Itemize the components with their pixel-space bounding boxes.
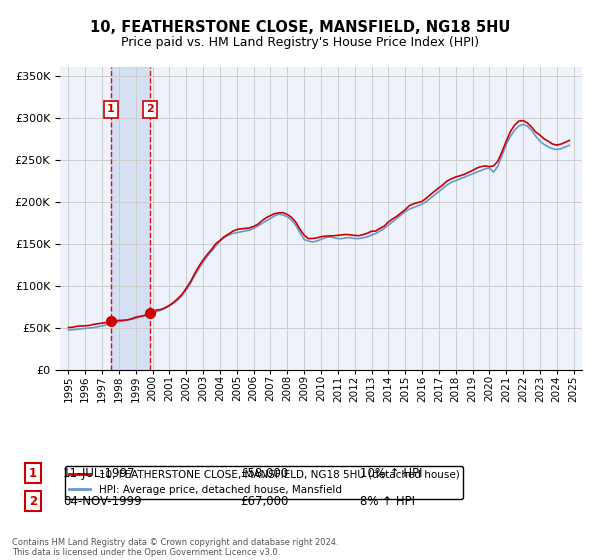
Text: 10% ↑ HPI: 10% ↑ HPI bbox=[360, 466, 422, 480]
Text: 1: 1 bbox=[107, 104, 115, 114]
Text: £58,000: £58,000 bbox=[240, 466, 288, 480]
Text: Price paid vs. HM Land Registry's House Price Index (HPI): Price paid vs. HM Land Registry's House … bbox=[121, 36, 479, 49]
Text: 10, FEATHERSTONE CLOSE, MANSFIELD, NG18 5HU: 10, FEATHERSTONE CLOSE, MANSFIELD, NG18 … bbox=[90, 20, 510, 35]
Text: 8% ↑ HPI: 8% ↑ HPI bbox=[360, 494, 415, 508]
Bar bbox=[111, 67, 150, 370]
Legend: 10, FEATHERSTONE CLOSE, MANSFIELD, NG18 5HU (detached house), HPI: Average price: 10, FEATHERSTONE CLOSE, MANSFIELD, NG18 … bbox=[65, 465, 463, 499]
Text: 04-NOV-1999: 04-NOV-1999 bbox=[63, 494, 142, 508]
Text: 11-JUL-1997: 11-JUL-1997 bbox=[63, 466, 136, 480]
Text: 1: 1 bbox=[29, 466, 37, 480]
Text: 2: 2 bbox=[146, 104, 154, 114]
Text: £67,000: £67,000 bbox=[240, 494, 289, 508]
Text: Contains HM Land Registry data © Crown copyright and database right 2024.
This d: Contains HM Land Registry data © Crown c… bbox=[12, 538, 338, 557]
Text: 2: 2 bbox=[29, 494, 37, 508]
